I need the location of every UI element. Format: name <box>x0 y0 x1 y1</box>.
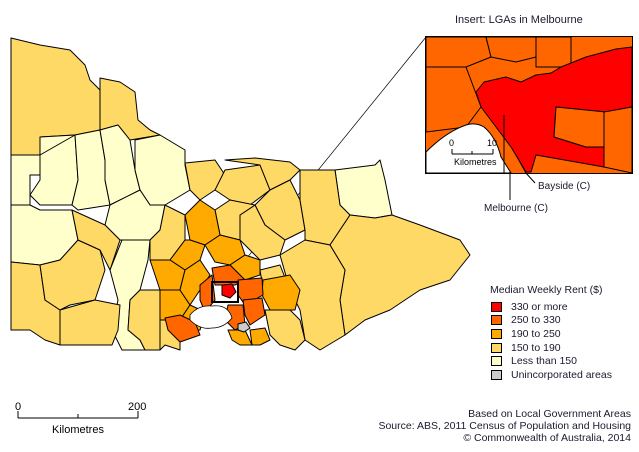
legend-label: 330 or more <box>511 300 568 313</box>
insert-scale-end: 10 <box>487 138 497 148</box>
legend-item: 150 to 190 <box>490 341 612 355</box>
legend: Median Weekly Rent ($) 330 or more 250 t… <box>490 284 612 382</box>
scale-bar: 0 200 Kilometres <box>10 398 170 441</box>
lga-bass-coast <box>249 327 271 346</box>
lga-horsham <box>71 209 121 271</box>
legend-swatch <box>491 315 502 326</box>
legend-swatch <box>491 328 502 339</box>
insert-scale-unit: Kilometres <box>454 157 497 167</box>
insert-map: 0 10 Kilometres <box>425 36 633 174</box>
source-line-2: Source: ABS, 2011 Census of Population a… <box>378 420 631 432</box>
callout-melbourne: Melbourne (C) <box>484 203 548 214</box>
lga-inner-melbourne <box>221 283 237 299</box>
lga-loddon <box>134 134 191 206</box>
insert-bay <box>426 123 512 173</box>
legend-swatch <box>491 356 502 367</box>
legend-item: 330 or more <box>490 300 612 314</box>
legend-swatch <box>491 301 502 312</box>
lga-moira <box>224 157 301 191</box>
scale-bar-graphic: 0 200 Kilometres <box>15 401 146 436</box>
legend-item: Unincorporated areas <box>490 368 612 382</box>
insert-lga <box>485 37 537 63</box>
unincorporated-french-island <box>237 321 251 333</box>
legend-label: 150 to 190 <box>511 341 561 354</box>
insert-lga <box>426 37 492 68</box>
source-note: Based on Local Government Areas Source: … <box>378 408 631 444</box>
bayside-callout-line <box>515 154 527 173</box>
lga-greater-geelong <box>164 314 201 343</box>
callout-bayside: Bayside (C) <box>538 181 591 192</box>
scale-end: 200 <box>128 401 146 413</box>
insert-location-box <box>211 281 239 303</box>
scale-unit: Kilometres <box>52 424 104 436</box>
legend-label: 250 to 330 <box>511 314 561 327</box>
legend-label: Less than 150 <box>511 355 577 368</box>
legend-label: 190 to 250 <box>511 327 561 340</box>
insert-map-svg: 0 10 Kilometres <box>426 37 632 173</box>
source-line-3: © Commonwealth of Australia, 2014 <box>463 432 631 444</box>
scale-start: 0 <box>15 401 21 413</box>
legend-swatch <box>491 342 502 353</box>
insert-title: Insert: LGAs in Melbourne <box>455 14 583 26</box>
port-phillip-bay <box>189 305 233 329</box>
lga-moyne <box>59 299 121 346</box>
legend-item: 190 to 250 <box>490 327 612 341</box>
legend-item: 250 to 330 <box>490 314 612 328</box>
legend-item: Less than 150 <box>490 354 612 368</box>
insert-lga <box>603 106 632 173</box>
lga-cardinia <box>242 297 266 326</box>
insert-scale-start: 0 <box>449 138 454 148</box>
insert-lga <box>426 66 482 133</box>
lga-southern-grampians <box>39 239 106 311</box>
legend-title: Median Weekly Rent ($) <box>490 284 603 296</box>
legend-label: Unincorporated areas <box>511 368 612 381</box>
source-line-1: Based on Local Government Areas <box>468 408 631 420</box>
legend-swatch <box>491 369 502 380</box>
lga-south-gippsland <box>264 309 306 351</box>
